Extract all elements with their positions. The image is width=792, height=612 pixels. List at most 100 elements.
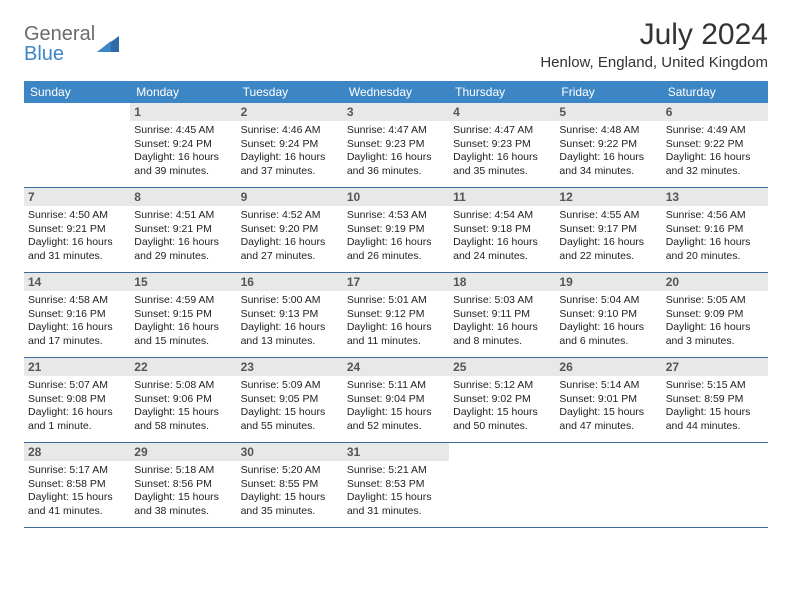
day-cell: 13 Sunrise: 4:56 AMSunset: 9:16 PMDayligh… bbox=[662, 188, 768, 272]
day-cell: 27Sunrise: 5:15 AMSunset: 8:59 PMDayligh… bbox=[662, 358, 768, 442]
day-number: 18 bbox=[449, 273, 555, 291]
day-cell: 12Sunrise: 4:55 AMSunset: 9:17 PMDayligh… bbox=[555, 188, 661, 272]
sunrise-text: Sunrise: 5:08 AM bbox=[134, 379, 232, 393]
week-row: 21 Sunrise: 5:07 AMSunset: 9:08 PM Dayligh… bbox=[24, 358, 768, 443]
sunrise-text: Sunrise: 4:52 AM bbox=[241, 209, 339, 223]
week-row: 14Sunrise: 4:58 AMSunset: 9:16 PMDayligh… bbox=[24, 273, 768, 358]
sunrise-text: Sunrise: 5:11 AM bbox=[347, 379, 445, 393]
daylight-text: Daylight: 16 hours and 37 minutes. bbox=[241, 151, 339, 178]
day-cell: 4 Sunrise: 4:47 AMSunset: 9:23 PMDaylight… bbox=[449, 103, 555, 187]
sunrise-text: Sunrise: 4:49 AM bbox=[666, 124, 764, 138]
sunset-text: Sunset: 9:15 PM bbox=[134, 308, 232, 322]
sunrise-text: Sunrise: 5:07 AM bbox=[28, 379, 126, 393]
sunrise-text: Sunrise: 5:04 AM bbox=[559, 294, 657, 308]
day-number: 22 bbox=[130, 358, 236, 376]
daylight-text: Daylight: 16 hours and 35 minutes. bbox=[453, 151, 551, 178]
daylight-text: Daylight: 15 hours and 52 minutes. bbox=[347, 406, 445, 433]
sunrise-text: Sunrise: 4:47 AM bbox=[453, 124, 551, 138]
daylight-text: Daylight: 15 hours and 41 minutes. bbox=[28, 491, 126, 518]
dow-cell: Monday bbox=[130, 81, 236, 103]
sunset-text: Sunset: 9:23 PM bbox=[453, 138, 551, 152]
day-cell: 25Sunrise: 5:12 AMSunset: 9:02 PMDayligh… bbox=[449, 358, 555, 442]
daylight-text: Daylight: 15 hours and 31 minutes. bbox=[347, 491, 445, 518]
sunset-text: Sunset: 9:17 PM bbox=[559, 223, 657, 237]
day-cell: 10Sunrise: 4:53 AMSunset: 9:19 PMDayligh… bbox=[343, 188, 449, 272]
brand-name-1: General bbox=[24, 24, 95, 44]
day-number: 7 bbox=[24, 188, 130, 206]
sunset-text: Sunset: 9:24 PM bbox=[134, 138, 232, 152]
sunrise-text: Sunrise: 4:48 AM bbox=[559, 124, 657, 138]
sunrise-text: Sunrise: 4:59 AM bbox=[134, 294, 232, 308]
daylight-text: Daylight: 16 hours and 20 minutes. bbox=[666, 236, 764, 263]
day-number: 20 bbox=[662, 273, 768, 291]
day-number: 21 bbox=[24, 358, 130, 376]
day-cell: 26Sunrise: 5:14 AMSunset: 9:01 PMDayligh… bbox=[555, 358, 661, 442]
daylight-text: Daylight: 15 hours and 47 minutes. bbox=[559, 406, 657, 433]
week-row: 7 Sunrise: 4:50 AM Sunset: 9:21 PM Daylight… bbox=[24, 188, 768, 273]
day-number: 27 bbox=[662, 358, 768, 376]
day-cell: 29Sunrise: 5:18 AMSunset: 8:56 PMDayligh… bbox=[130, 443, 236, 527]
sunset-text: Sunset: 9:08 PM bbox=[28, 393, 126, 407]
day-number: 12 bbox=[555, 188, 661, 206]
daylight-text: Daylight: 16 hours and 31 minutes. bbox=[28, 236, 126, 263]
brand-name-2: Blue bbox=[24, 44, 95, 64]
sunrise-text: Sunrise: 4:56 AM bbox=[666, 209, 764, 223]
day-cell: 31Sunrise: 5:21 AMSunset: 8:53 PMDayligh… bbox=[343, 443, 449, 527]
day-cell: 30Sunrise: 5:20 AMSunset: 8:55 PMDayligh… bbox=[237, 443, 343, 527]
dow-cell: Tuesday bbox=[237, 81, 343, 103]
daylight-text: Daylight: 16 hours and 34 minutes. bbox=[559, 151, 657, 178]
daylight-text: Daylight: 15 hours and 38 minutes. bbox=[134, 491, 232, 518]
day-cell: 23Sunrise: 5:09 AMSunset: 9:05 PMDayligh… bbox=[237, 358, 343, 442]
daylight-text: Daylight: 16 hours and 39 minutes. bbox=[134, 151, 232, 178]
daylight-text: Daylight: 16 hours and 8 minutes. bbox=[453, 321, 551, 348]
day-cell: 20Sunrise: 5:05 AMSunset: 9:09 PMDayligh… bbox=[662, 273, 768, 357]
sunset-text: Sunset: 9:02 PM bbox=[453, 393, 551, 407]
sunset-text: Sunset: 9:16 PM bbox=[666, 223, 764, 237]
day-number: 10 bbox=[343, 188, 449, 206]
week-row: 28Sunrise: 5:17 AMSunset: 8:58 PMDayligh… bbox=[24, 443, 768, 528]
brand-logo: General Blue bbox=[24, 24, 119, 64]
month-title: July 2024 bbox=[540, 18, 768, 52]
day-number: 4 bbox=[449, 103, 555, 121]
week-row: 1Sunrise: 4:45 AMSunset: 9:24 PMDaylight… bbox=[24, 103, 768, 188]
daylight-text: Daylight: 16 hours and 36 minutes. bbox=[347, 151, 445, 178]
sunset-text: Sunset: 9:09 PM bbox=[666, 308, 764, 322]
sunrise-text: Sunrise: 5:17 AM bbox=[28, 464, 126, 478]
daylight-text: Daylight: 15 hours and 44 minutes. bbox=[666, 406, 764, 433]
day-cell bbox=[555, 443, 661, 527]
day-cell bbox=[662, 443, 768, 527]
sunrise-text: Sunrise: 4:55 AM bbox=[559, 209, 657, 223]
day-cell: 16Sunrise: 5:00 AMSunset: 9:13 PMDayligh… bbox=[237, 273, 343, 357]
sunset-text: Sunset: 9:24 PM bbox=[241, 138, 339, 152]
dow-cell: Friday bbox=[555, 81, 661, 103]
day-cell bbox=[24, 103, 130, 187]
sunrise-text: Sunrise: 5:01 AM bbox=[347, 294, 445, 308]
day-number: 9 bbox=[237, 188, 343, 206]
dow-cell: Sunday bbox=[24, 81, 130, 103]
sunrise-text: Sunrise: 4:45 AM bbox=[134, 124, 232, 138]
daylight-text: Daylight: 15 hours and 55 minutes. bbox=[241, 406, 339, 433]
day-cell: 21Sunrise: 5:07 AMSunset: 9:08 PMDayligh… bbox=[24, 358, 130, 442]
brand-triangle-icon bbox=[97, 36, 119, 52]
day-number: 28 bbox=[24, 443, 130, 461]
sunrise-text: Sunrise: 4:54 AM bbox=[453, 209, 551, 223]
sunset-text: Sunset: 9:21 PM bbox=[134, 223, 232, 237]
title-block: July 2024 Henlow, England, United Kingdo… bbox=[540, 18, 768, 71]
sunrise-text: Sunrise: 5:12 AM bbox=[453, 379, 551, 393]
day-cell: 19Sunrise: 5:04 AMSunset: 9:10 PMDayligh… bbox=[555, 273, 661, 357]
dow-cell: Wednesday bbox=[343, 81, 449, 103]
sunset-text: Sunset: 9:11 PM bbox=[453, 308, 551, 322]
daylight-text: Daylight: 16 hours and 15 minutes. bbox=[134, 321, 232, 348]
sunrise-text: Sunrise: 5:09 AM bbox=[241, 379, 339, 393]
sunrise-text: Sunrise: 4:50 AM bbox=[28, 209, 126, 223]
day-cell: 15Sunrise: 4:59 AMSunset: 9:15 PMDayligh… bbox=[130, 273, 236, 357]
day-cell: 8Sunrise: 4:51 AMSunset: 9:21 PMDaylight… bbox=[130, 188, 236, 272]
day-cell: 11Sunrise: 4:54 AMSunset: 9:18 PMDayligh… bbox=[449, 188, 555, 272]
day-number: 3 bbox=[343, 103, 449, 121]
day-number: 13 bbox=[662, 188, 768, 206]
sunset-text: Sunset: 9:01 PM bbox=[559, 393, 657, 407]
day-cell: 1Sunrise: 4:45 AMSunset: 9:24 PMDaylight… bbox=[130, 103, 236, 187]
sunrise-text: Sunrise: 4:47 AM bbox=[347, 124, 445, 138]
day-number: 19 bbox=[555, 273, 661, 291]
sunset-text: Sunset: 8:55 PM bbox=[241, 478, 339, 492]
